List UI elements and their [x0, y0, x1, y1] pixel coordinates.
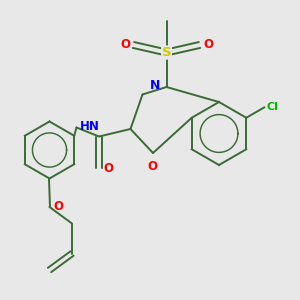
Text: O: O: [103, 161, 113, 175]
Text: Cl: Cl: [267, 102, 279, 112]
Text: O: O: [203, 38, 213, 51]
Text: S: S: [162, 46, 171, 59]
Text: HN: HN: [80, 119, 99, 133]
Text: O: O: [147, 160, 158, 172]
Text: O: O: [53, 200, 63, 214]
Text: N: N: [150, 79, 160, 92]
Text: O: O: [120, 38, 130, 51]
